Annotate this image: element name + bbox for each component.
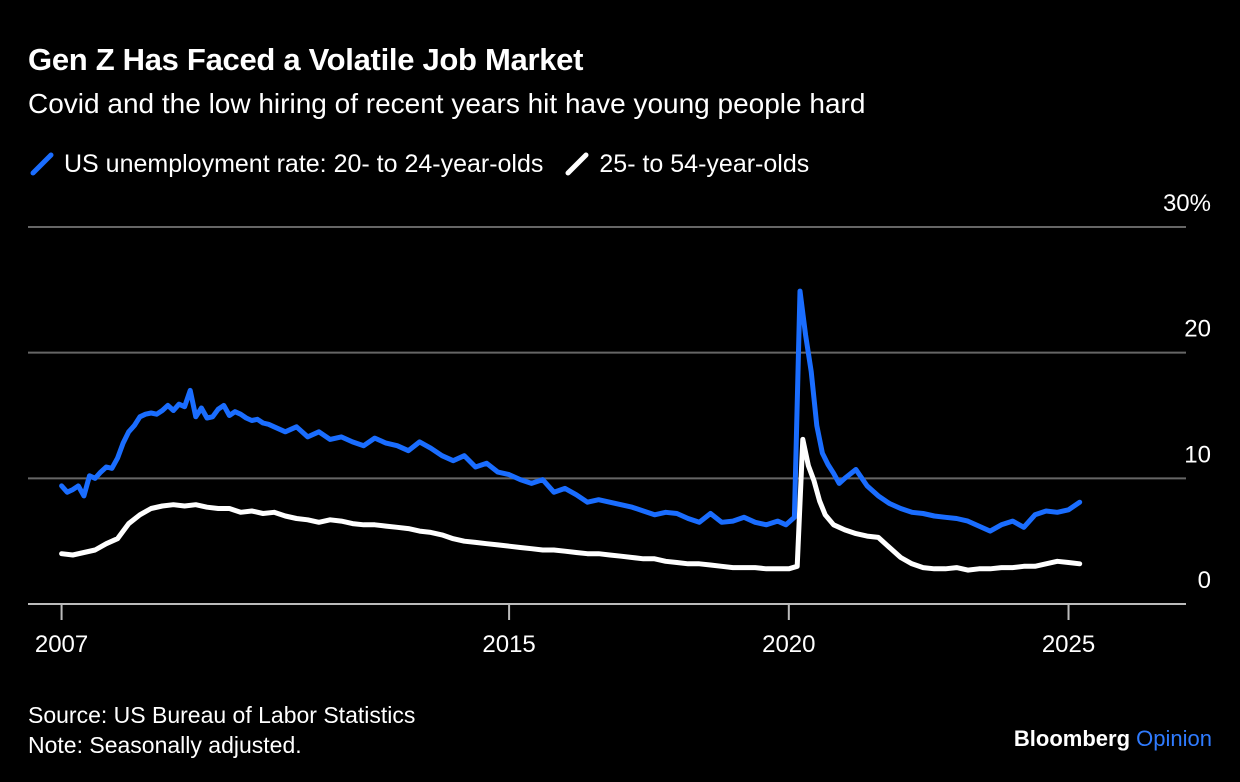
series-lines [59, 288, 1083, 573]
note-text: Note: Seasonally adjusted. [28, 732, 302, 758]
legend-label-25-54: 25- to 54-year-olds [599, 149, 810, 178]
chart-title: Gen Z Has Faced a Volatile Job Market [28, 42, 584, 77]
legend-swatch-blue-icon [30, 152, 54, 176]
brand-logo: Bloomberg Opinion [1014, 726, 1212, 752]
chart-footer: Source: US Bureau of Labor Statistics No… [28, 700, 415, 760]
legend-item-20-24: US unemployment rate: 20- to 24-year-old… [30, 150, 543, 179]
brand-accent: Opinion [1136, 726, 1212, 751]
legend-item-25-54: 25- to 54-year-olds [565, 150, 809, 179]
y-axis: 0 10 20 30% [1163, 190, 1211, 594]
x-tick-label-2025: 2025 [1042, 631, 1095, 658]
brand-name: Bloomberg [1013, 726, 1131, 751]
y-tick-label-0: 0 [1198, 567, 1211, 594]
gridlines [28, 226, 1186, 605]
y-tick-label-20: 20 [1184, 316, 1211, 343]
legend-label-20-24: US unemployment rate: 20- to 24-year-old… [64, 149, 544, 178]
x-axis: 2007 2015 2020 2025 [35, 604, 1095, 658]
series-line-25-54 [59, 436, 1083, 573]
legend: US unemployment rate: 20- to 24-year-old… [30, 148, 831, 180]
y-tick-label-30: 30% [1163, 190, 1211, 217]
source-text: Source: US Bureau of Labor Statistics [28, 702, 416, 728]
series-line-20-24 [59, 288, 1083, 534]
y-tick-label-10: 10 [1184, 441, 1211, 468]
legend-swatch-white-icon [565, 152, 589, 176]
x-tick-label-2007: 2007 [35, 631, 88, 658]
chart-subtitle: Covid and the low hiring of recent years… [28, 88, 866, 119]
x-tick-label-2020: 2020 [762, 631, 815, 658]
x-tick-label-2015: 2015 [482, 631, 535, 658]
